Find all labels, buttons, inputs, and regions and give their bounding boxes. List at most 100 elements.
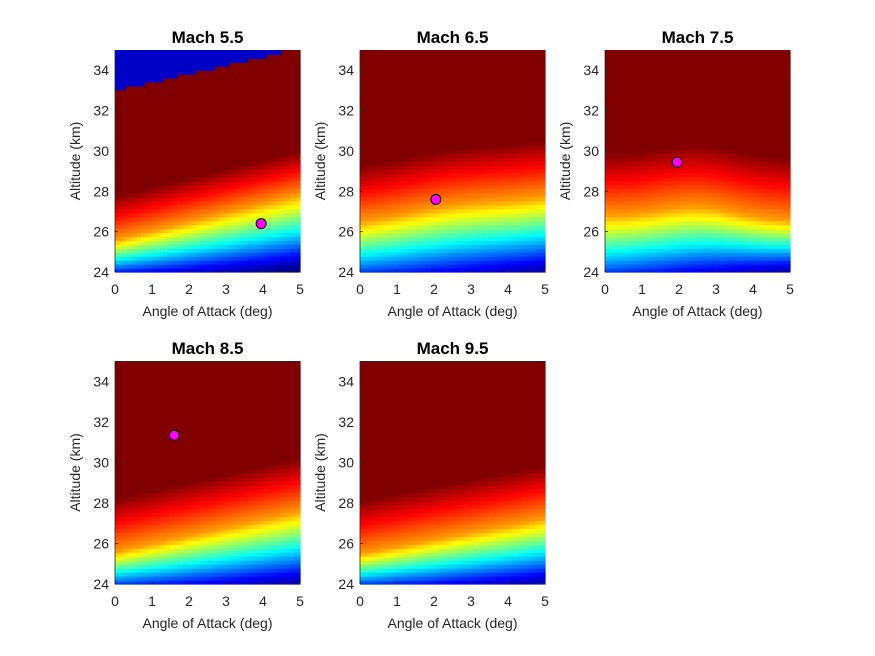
heatmap-cell — [259, 117, 264, 122]
heatmap-cell — [226, 248, 231, 253]
heatmap-cell — [496, 93, 502, 99]
heatmap-cell — [496, 101, 502, 107]
heatmap-cell — [288, 216, 294, 222]
heatmap-cell — [240, 164, 246, 170]
heatmap-cell — [397, 176, 402, 182]
heatmap-cell — [456, 117, 461, 122]
heatmap-cell — [240, 232, 246, 237]
heatmap-cell — [474, 216, 479, 222]
heatmap-cell — [437, 89, 442, 95]
heatmap-cell — [478, 232, 483, 237]
heatmap-cell — [177, 188, 183, 194]
heatmap-cell — [255, 232, 260, 237]
heatmap-cell — [378, 204, 383, 210]
heatmap-cell — [233, 113, 238, 118]
heatmap-cell — [277, 244, 283, 249]
heatmap-cell — [445, 240, 450, 245]
heatmap-cell — [218, 85, 223, 91]
heatmap-cell — [485, 109, 491, 115]
heatmap-cell — [419, 268, 424, 273]
heatmap-cell — [482, 85, 487, 91]
heatmap-cell — [177, 192, 183, 198]
heatmap-cell — [393, 53, 398, 59]
heatmap-cell — [163, 137, 168, 142]
heatmap-cell — [155, 176, 160, 182]
heatmap-cell — [266, 61, 271, 67]
heatmap-cell — [456, 216, 461, 222]
heatmap-cell — [422, 168, 428, 174]
heatmap-cell — [152, 224, 157, 229]
heatmap-cell — [408, 89, 413, 95]
heatmap-cell — [415, 89, 420, 95]
heatmap-cell — [126, 264, 131, 269]
heatmap-cell — [189, 89, 194, 95]
heatmap-cell — [274, 113, 279, 118]
heatmap-cell — [385, 145, 391, 150]
heatmap-cell — [385, 224, 391, 229]
heatmap-cell — [229, 188, 234, 194]
heatmap-cell — [415, 161, 420, 166]
heatmap-cell — [263, 164, 268, 170]
heatmap-cell — [185, 149, 190, 154]
heatmap-cell — [200, 77, 205, 83]
heatmap-cell — [115, 184, 120, 190]
heatmap-cell — [281, 69, 286, 75]
heatmap-cell — [281, 176, 286, 182]
heatmap-cell — [218, 81, 223, 87]
heatmap-cell — [203, 212, 209, 218]
heatmap-cell — [285, 200, 290, 206]
heatmap-cell — [274, 168, 279, 174]
heatmap-cell — [148, 133, 153, 138]
heatmap-cell — [251, 224, 257, 229]
heatmap-cell — [148, 149, 153, 154]
heatmap-cell — [251, 117, 257, 122]
heatmap-cell — [434, 65, 439, 71]
heatmap-cell — [118, 145, 123, 150]
heatmap-cell — [255, 168, 260, 174]
heatmap-cell — [200, 168, 205, 174]
heatmap-cell — [174, 129, 179, 134]
heatmap-cell — [385, 57, 391, 63]
heatmap-cell — [456, 196, 461, 202]
heatmap-cell — [371, 176, 376, 182]
heatmap-cell — [437, 145, 442, 150]
heatmap-cell — [360, 240, 365, 245]
heatmap-cell — [122, 137, 127, 142]
heatmap-cell — [493, 168, 498, 174]
heatmap-cell — [411, 172, 417, 178]
heatmap-cell — [471, 200, 476, 206]
heatmap-cell — [177, 113, 183, 118]
heatmap-cell — [430, 125, 435, 130]
heatmap-cell — [397, 125, 402, 130]
heatmap-cell — [203, 196, 209, 202]
heatmap-cell — [185, 244, 190, 249]
heatmap-cell — [192, 168, 197, 174]
heatmap-cell — [122, 157, 127, 162]
heatmap-cell — [367, 61, 372, 67]
heatmap-cell — [200, 129, 205, 134]
heatmap-cell — [148, 93, 153, 99]
heatmap-cell — [126, 105, 131, 111]
heatmap-cell — [251, 208, 257, 214]
heatmap-cell — [456, 208, 461, 214]
heatmap-cell — [288, 129, 294, 134]
heatmap-cell — [137, 268, 142, 273]
heatmap-cell — [459, 81, 465, 87]
heatmap-cell — [218, 61, 223, 67]
heatmap-cell — [181, 232, 186, 237]
heatmap-cell — [203, 252, 209, 257]
heatmap-cell — [266, 176, 271, 182]
heatmap-cell — [367, 57, 372, 63]
heatmap-cell — [192, 109, 197, 115]
heatmap-cell — [177, 268, 183, 273]
heatmap-cell — [277, 252, 283, 257]
heatmap-cell — [467, 61, 472, 67]
heatmap-cell — [148, 77, 153, 83]
heatmap-cell — [163, 228, 168, 233]
heatmap-cell — [471, 81, 476, 87]
heatmap-cell — [430, 97, 435, 103]
heatmap-cell — [281, 168, 286, 174]
heatmap-cell — [397, 61, 402, 67]
heatmap-cell — [296, 172, 301, 178]
heatmap-cell — [393, 117, 398, 122]
